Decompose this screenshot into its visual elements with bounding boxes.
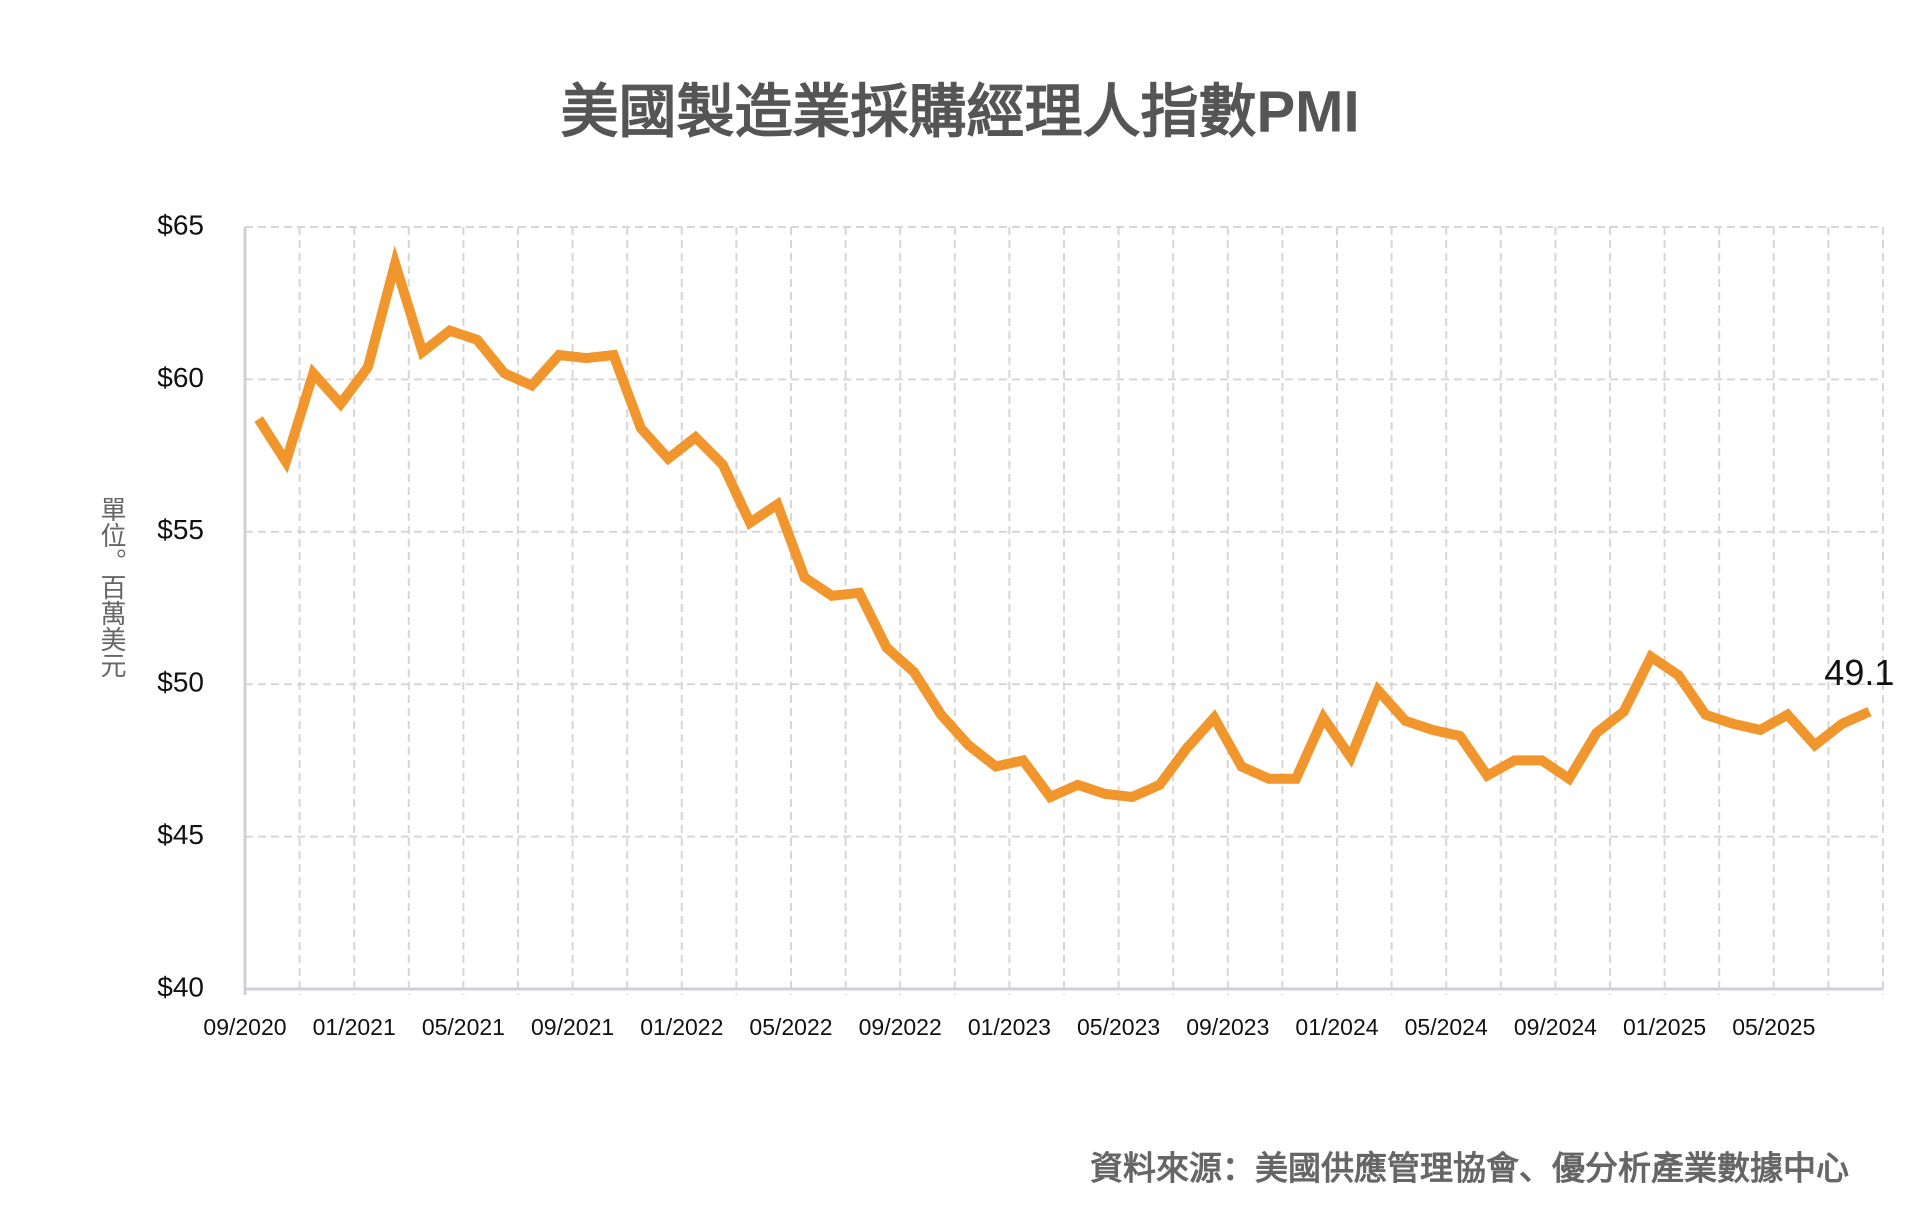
x-tick-label: 05/2024 — [1405, 1014, 1488, 1040]
data-line — [254, 245, 1872, 804]
x-tick-label: 05/2022 — [749, 1014, 832, 1040]
x-tick-label: 09/2022 — [859, 1014, 942, 1040]
x-tick-label: 05/2025 — [1732, 1014, 1815, 1040]
x-tick-label: 01/2023 — [968, 1014, 1051, 1040]
chart-title: 美國製造業採購經理人指數PMI — [560, 79, 1359, 144]
x-tick-label: 05/2023 — [1077, 1014, 1160, 1040]
x-tick-label: 05/2021 — [422, 1014, 505, 1040]
x-tick-label: 09/2024 — [1514, 1014, 1597, 1040]
y-tick-label: $40 — [157, 971, 204, 1002]
x-tick-label: 01/2025 — [1623, 1014, 1706, 1040]
y-axis-label: 單位。百萬美元 — [97, 496, 127, 678]
y-tick-label: $60 — [157, 362, 204, 393]
x-tick-label: 09/2021 — [531, 1014, 614, 1040]
y-tick-label: $65 — [157, 209, 204, 240]
y-tick-label: $45 — [157, 819, 204, 850]
value-annotation: 49.1 — [1824, 652, 1894, 693]
x-tick-label: 01/2021 — [313, 1014, 396, 1040]
source-note: 資料來源：美國供應管理協會、優分析產業數據中心 — [1090, 1150, 1849, 1187]
y-tick-label: $50 — [157, 667, 204, 698]
x-tick-label: 01/2024 — [1295, 1014, 1378, 1040]
x-tick-label: 09/2020 — [203, 1014, 286, 1040]
x-tick-label: 09/2023 — [1186, 1014, 1269, 1040]
x-tick-label: 01/2022 — [640, 1014, 723, 1040]
y-tick-label: $55 — [157, 514, 204, 545]
